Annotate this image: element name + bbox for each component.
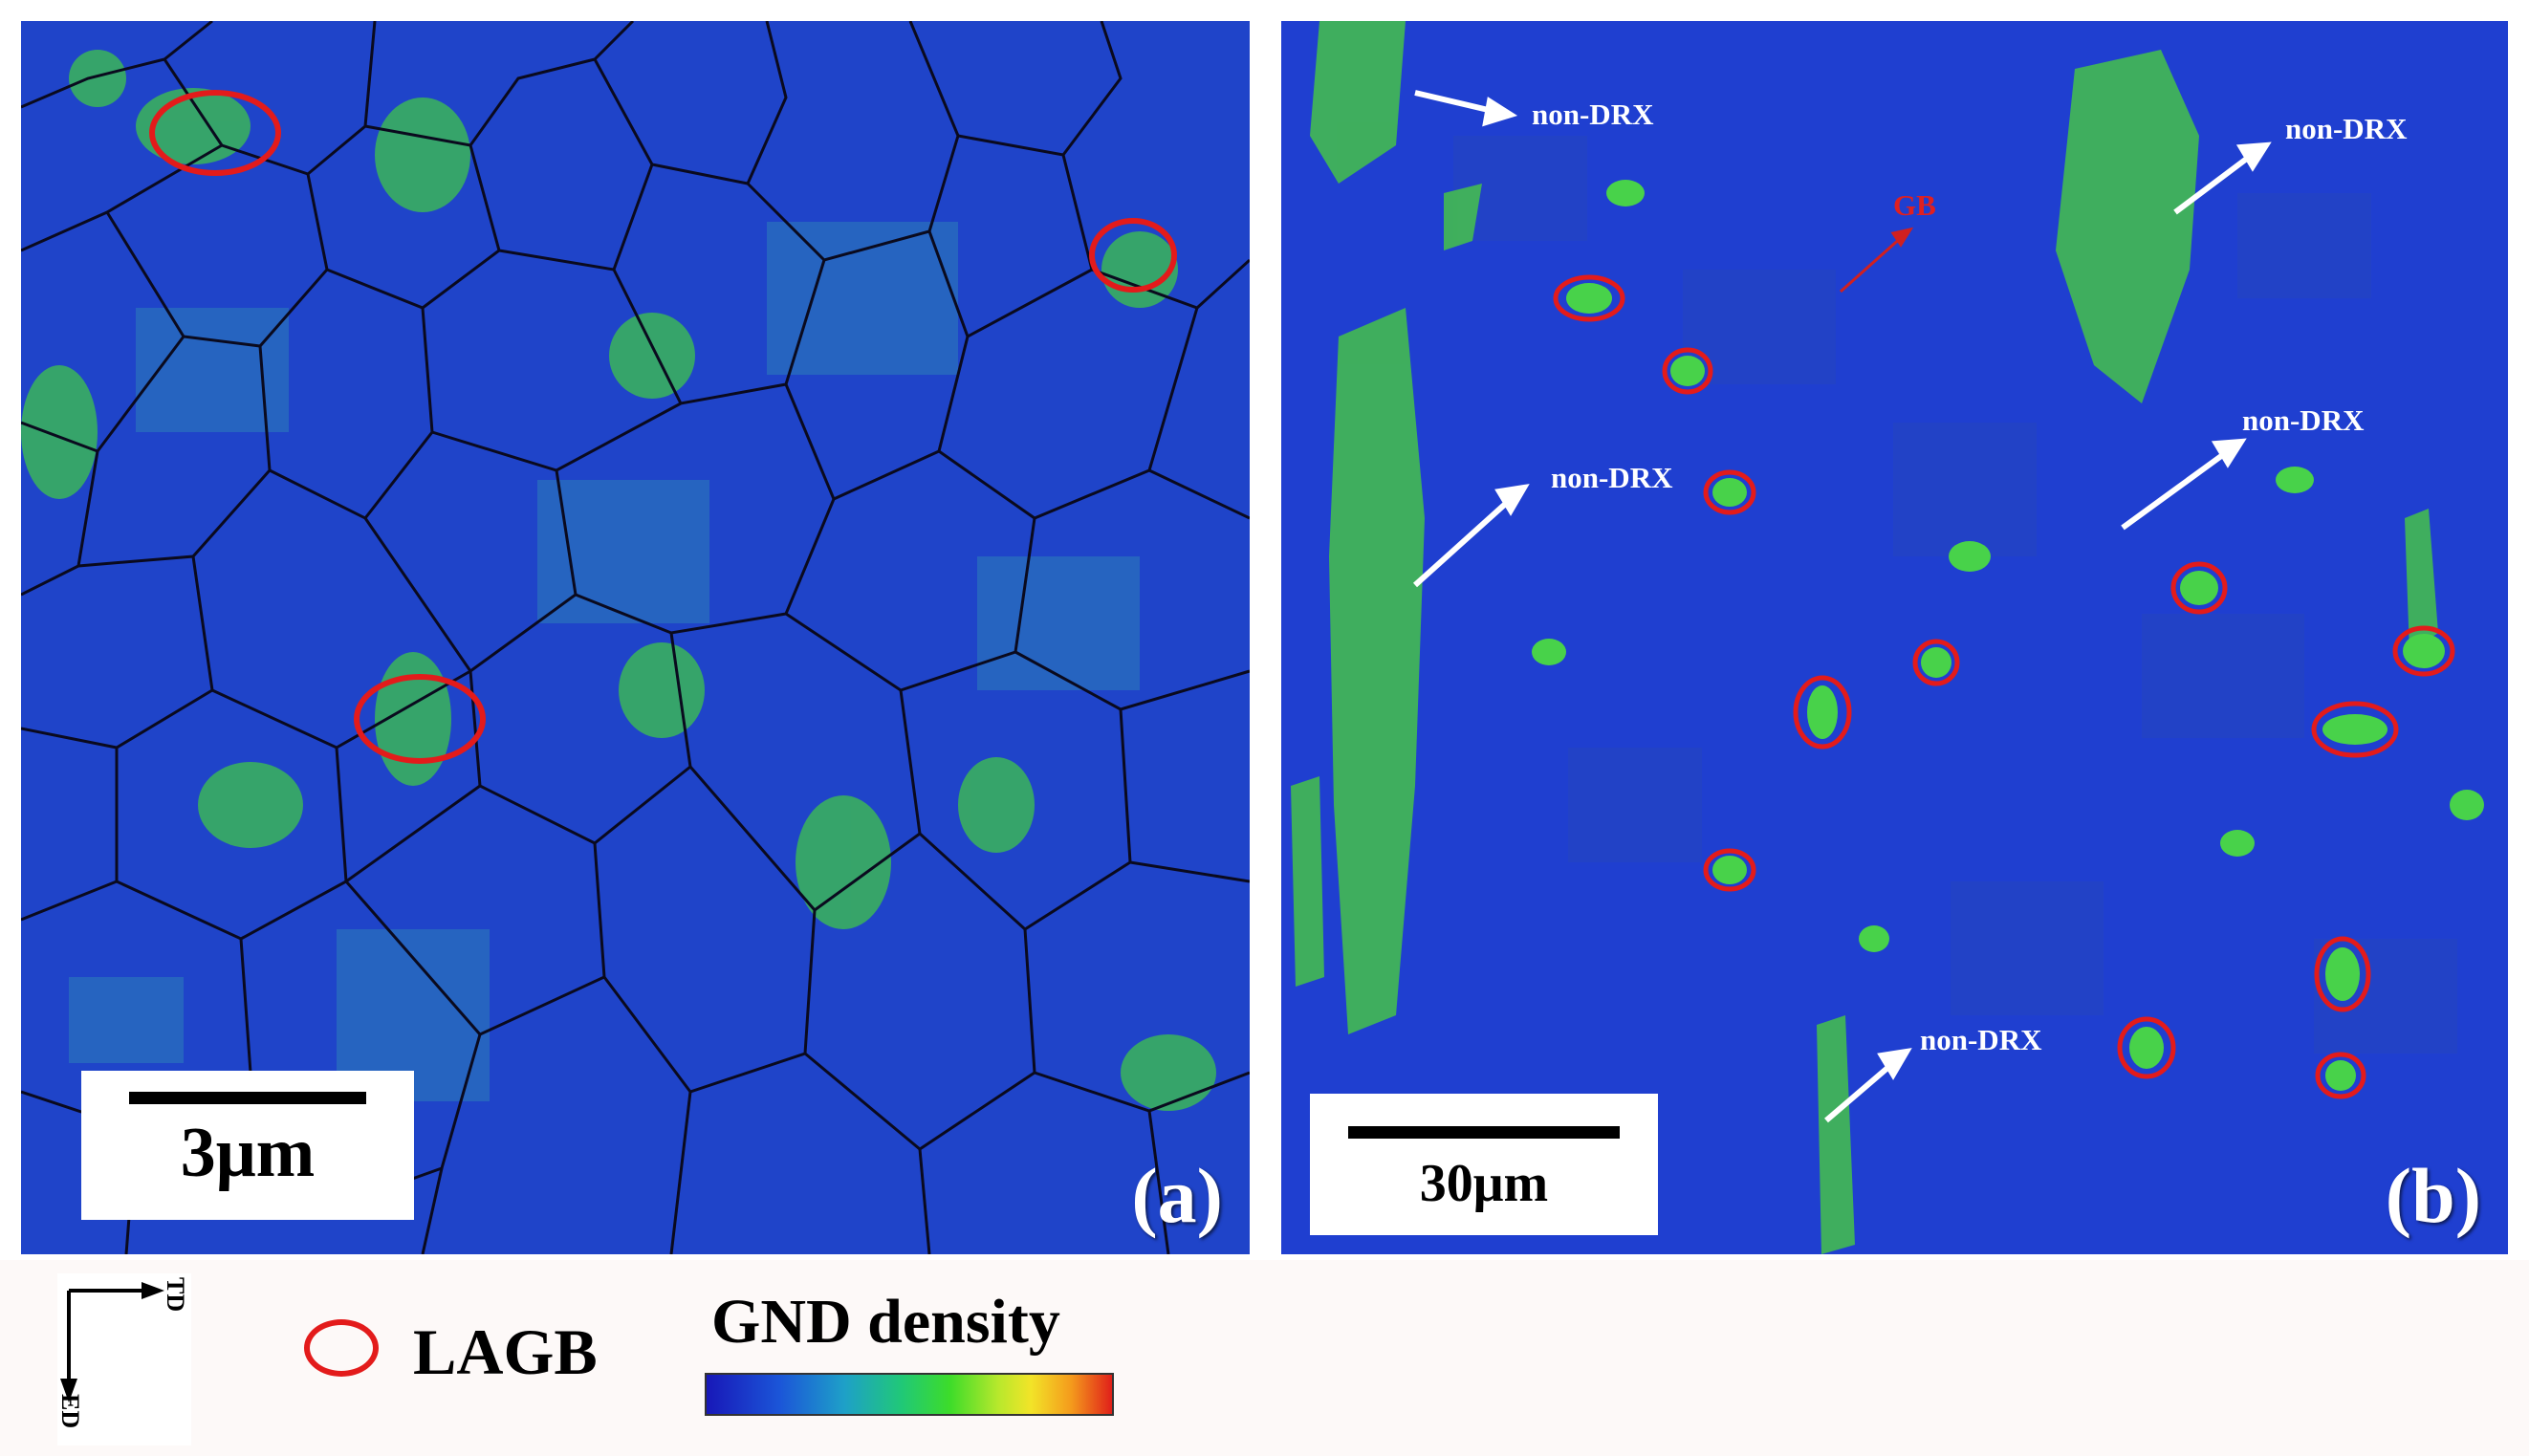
scale-bar-box-a: 3μm — [81, 1071, 414, 1220]
gnd-density-colorbar — [705, 1373, 1114, 1416]
scale-bar-box-b: 30μm — [1310, 1094, 1658, 1235]
axis-label-td: TD — [162, 1277, 189, 1313]
gnd-map-a — [21, 21, 1250, 1254]
axes-icon — [57, 1273, 191, 1445]
scale-bar-b — [1348, 1126, 1620, 1139]
annotation-gb: GB — [1893, 188, 1936, 222]
legend-strip — [0, 1260, 2529, 1456]
scale-bar-a — [129, 1092, 366, 1104]
panel-label-a: (a) — [1131, 1152, 1223, 1239]
panel-label-b: (b) — [2385, 1152, 2481, 1239]
scale-bar-label-b: 30μm — [1419, 1154, 1549, 1213]
gb-arrow — [1840, 227, 1914, 293]
annotation-non-drx-5: non-DRX — [1920, 1023, 2042, 1056]
annotation-non-drx-3: non-DRX — [2285, 112, 2408, 145]
lagb-legend-label: LAGB — [413, 1315, 598, 1388]
annotation-arrows — [1412, 90, 2272, 1123]
gnd-density-title: GND density — [711, 1287, 1060, 1357]
lagb-legend-icon — [304, 1319, 379, 1377]
scale-bar-label-a: 3μm — [180, 1114, 316, 1192]
ebsd-panel-a: 3μm (a) — [21, 21, 1250, 1254]
annotation-non-drx-4: non-DRX — [2242, 403, 2365, 437]
annotation-non-drx-2: non-DRX — [1551, 461, 1673, 494]
axis-label-ed: ED — [56, 1394, 84, 1429]
lagb-rings-a — [149, 90, 1177, 764]
annotation-non-drx-1: non-DRX — [1532, 98, 1654, 131]
gnd-map-b — [1291, 21, 2484, 1254]
lagb-rings-b — [1553, 274, 2455, 1099]
ebsd-panel-b: non-DRX non-DRX non-DRX non-DRX non-DRX … — [1281, 21, 2508, 1254]
